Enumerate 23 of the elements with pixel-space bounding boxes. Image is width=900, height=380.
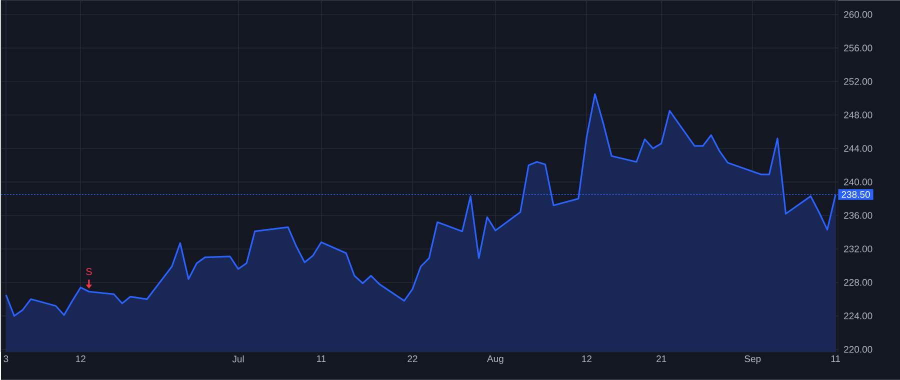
annotation: S <box>86 268 92 276</box>
y-tick-label: 244.00 <box>844 145 872 152</box>
x-tick-label: 11 <box>831 355 840 362</box>
y-tick-label: 220.00 <box>844 346 872 353</box>
y-tick-label: 232.00 <box>844 246 872 252</box>
x-tick-label: 3 <box>4 355 8 362</box>
x-tick-label: 12 <box>76 355 86 362</box>
y-tick-label: 240.00 <box>844 178 872 186</box>
x-tick-label: 11 <box>317 355 326 362</box>
y-tick-label: 260.00 <box>844 11 872 18</box>
y-tick-label: 248.00 <box>844 112 872 118</box>
x-tick-label: Aug <box>487 355 504 364</box>
x-tick-label: Jul <box>232 355 244 362</box>
x-tick-label: 12 <box>582 355 592 362</box>
y-tick-label: 252.00 <box>844 78 872 85</box>
y-tick-label: 228.00 <box>844 279 872 286</box>
x-tick-label: Sep <box>744 355 761 364</box>
x-tick-label: 22 <box>408 355 418 362</box>
y-tick-label: 236.00 <box>844 212 872 219</box>
y-tick-label: 256.00 <box>844 44 872 52</box>
x-tick-label: 21 <box>656 355 666 362</box>
ref-line-label: 238.50 <box>842 191 870 198</box>
y-tick-label: 224.00 <box>844 312 872 320</box>
